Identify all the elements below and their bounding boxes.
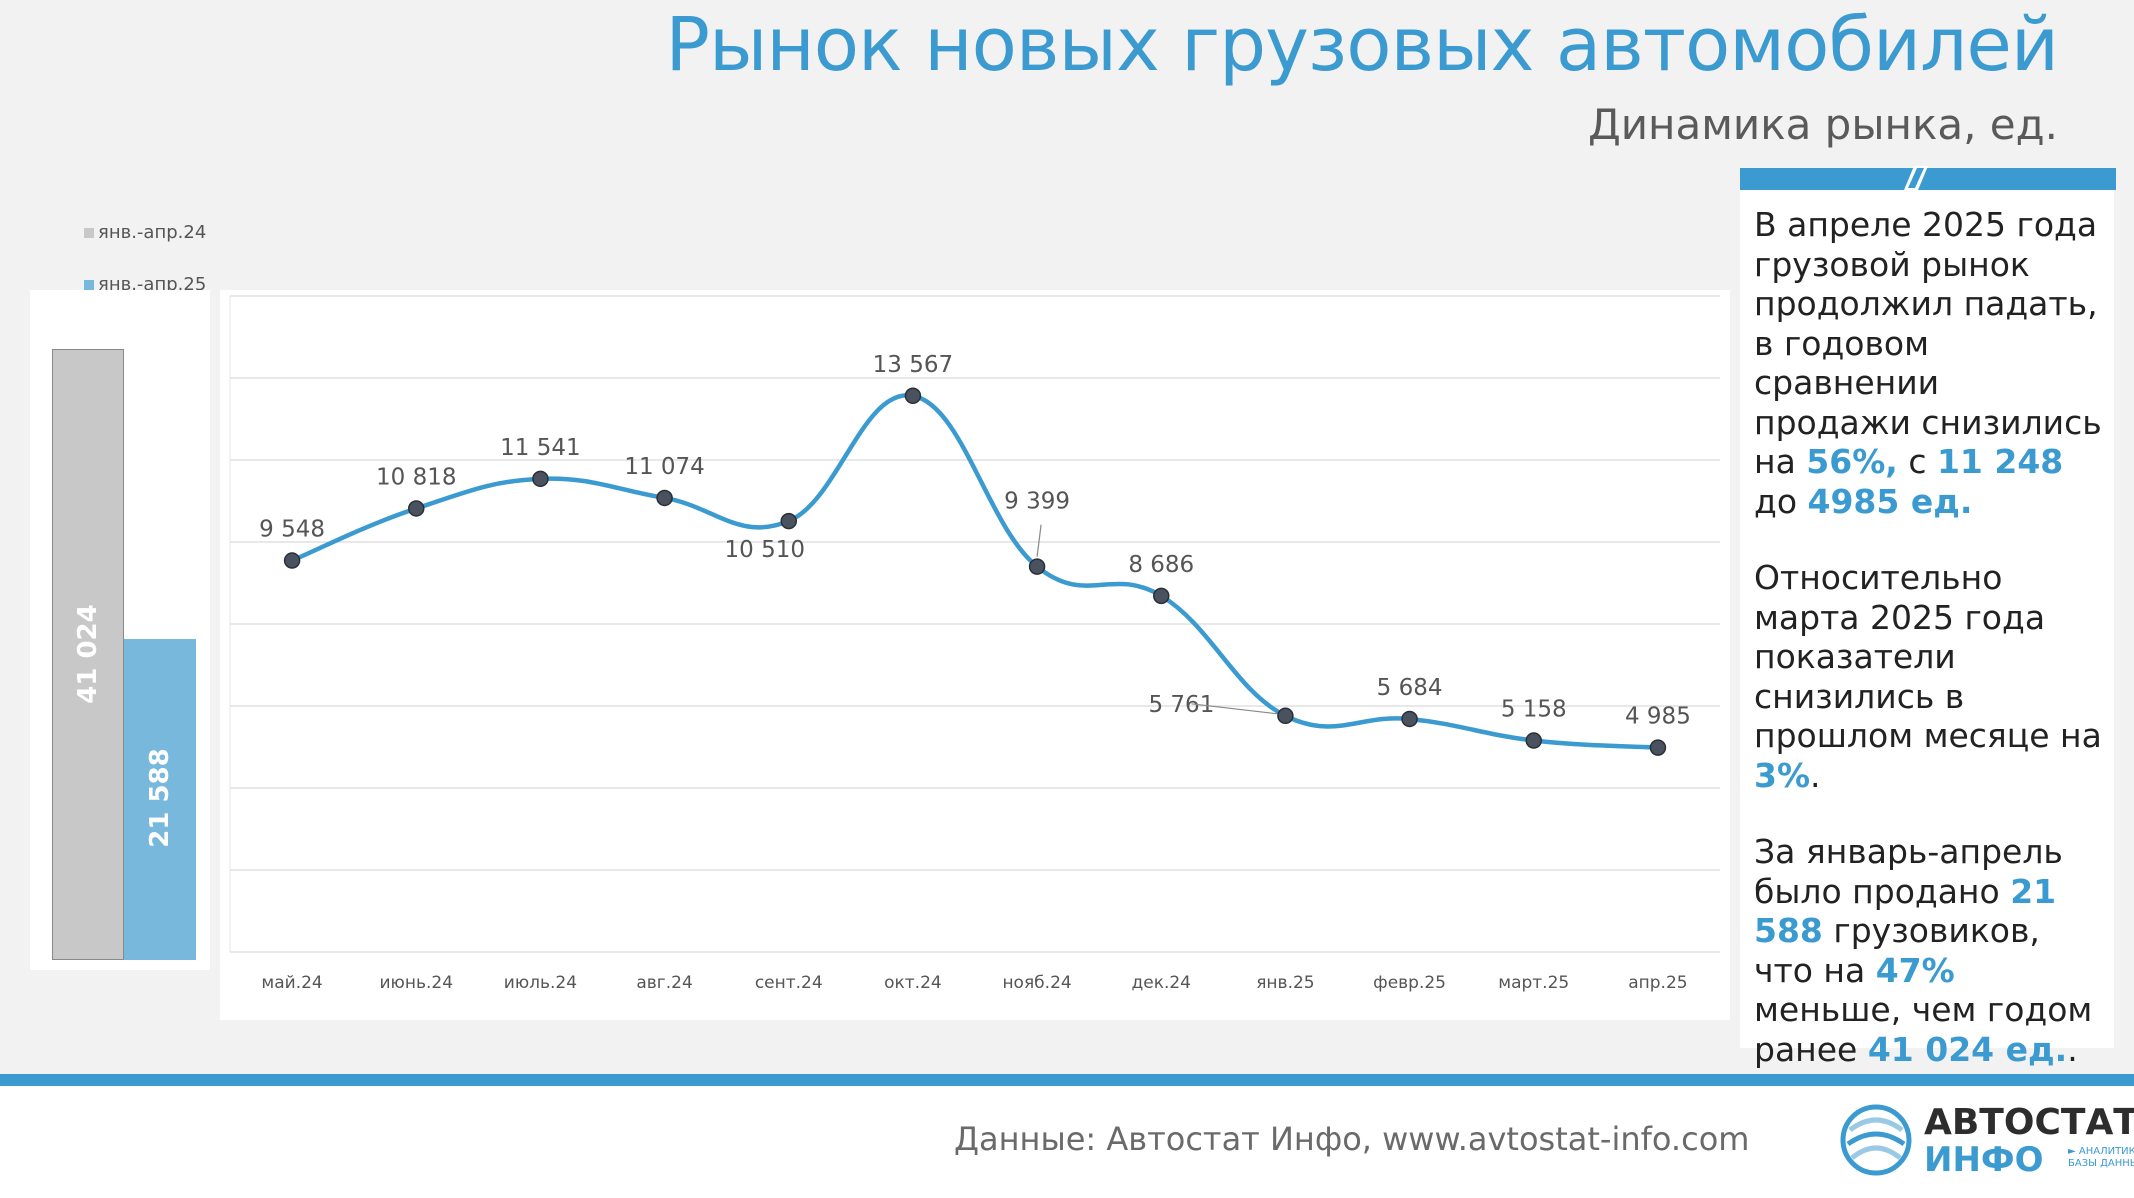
page-subtitle: Динамика рынка, ед. <box>1587 100 2058 149</box>
data-point <box>656 489 673 507</box>
data-label: 4 985 <box>1625 704 1691 730</box>
monthly-line-chart: май.24 июнь.24 июль.24 авг.24 сент.24 окт.24 н… <box>220 290 1730 1020</box>
summary-bar-label-2024: 41 024 <box>73 603 103 704</box>
x-tick-label: окт.24 <box>884 973 942 993</box>
commentary-paragraph-1: В апреле 2025 года грузовой рынок продол… <box>1754 205 2102 521</box>
legend-swatch-2024 <box>84 227 94 238</box>
x-tick-label: апр.25 <box>1628 973 1687 993</box>
data-point <box>1525 732 1542 749</box>
x-tick-label: янв.25 <box>1256 973 1314 993</box>
data-label: 13 567 <box>873 352 953 378</box>
legend-item-2025: янв.-апр.25 <box>84 274 206 295</box>
data-point <box>1277 707 1294 725</box>
logo-tagline-2: БАЗЫ ДАННЫХ <box>2068 1158 2134 1169</box>
logo-tagline-1: ► АНАЛИТИКА <box>2068 1146 2134 1157</box>
logo-globe-icon <box>1840 1104 1912 1176</box>
logo-word-bottom: ИНФО <box>1924 1140 2044 1180</box>
data-label: 9 399 <box>1004 489 1070 515</box>
commentary-panel <box>1740 168 2114 1048</box>
data-source: Данные: Автостат Инфо, www.avtostat-info… <box>954 1120 1750 1158</box>
commentary-panel-header <box>1740 168 2116 190</box>
data-label: 11 074 <box>624 454 704 480</box>
chart-plot-background <box>220 290 1730 1020</box>
panel-notch-icon <box>1904 166 1928 190</box>
avtostat-logo: АВТОСТАТ ИНФО ► АНАЛИТИКА БАЗЫ ДАННЫХ <box>1836 1100 2134 1180</box>
legend-label-2025: янв.-апр.25 <box>98 274 207 295</box>
data-label: 5 684 <box>1377 675 1443 701</box>
x-tick-label: май.24 <box>261 973 322 993</box>
data-label: 11 541 <box>500 435 580 461</box>
data-label: 10 510 <box>725 537 805 563</box>
data-point <box>532 470 549 488</box>
x-tick-label: март.25 <box>1498 973 1569 993</box>
data-label: 5 158 <box>1501 697 1567 723</box>
data-point <box>904 387 922 405</box>
summary-bar-2025 <box>124 638 196 960</box>
logo-word-top: АВТОСТАТ <box>1924 1102 2134 1143</box>
data-label: 9 548 <box>259 517 325 543</box>
data-point <box>1028 558 1046 575</box>
page-title: Рынок новых грузовых автомобилей <box>665 2 2059 88</box>
x-tick-label: февр.25 <box>1373 973 1446 993</box>
commentary-paragraph-2: Относительно марта 2025 года показатели … <box>1754 558 2102 795</box>
label-leader-line <box>1036 524 1042 557</box>
data-point <box>1401 710 1418 728</box>
data-point <box>1153 587 1170 605</box>
data-point <box>408 500 425 517</box>
commentary-paragraph-3: За январь-апрель было продано 21 588 гру… <box>1754 832 2093 1069</box>
x-tick-label: июнь.24 <box>379 973 453 993</box>
x-tick-label: июль.24 <box>504 973 577 993</box>
footer-stripe <box>0 1074 2134 1086</box>
summary-bar-2024 <box>52 349 124 960</box>
legend-item-2024: янв.-апр.24 <box>84 222 206 243</box>
data-point <box>1649 739 1667 756</box>
data-point <box>780 512 797 530</box>
data-point <box>283 552 301 569</box>
footer <box>0 1086 2134 1198</box>
legend-label-2024: янв.-апр.24 <box>98 222 207 243</box>
commentary-text: В апреле 2025 года грузовой рынок продол… <box>1754 205 2104 1106</box>
summary-bar-chart: 41 024 21 588 <box>30 290 210 970</box>
x-tick-label: дек.24 <box>1131 973 1191 993</box>
legend-swatch-2025 <box>84 279 94 290</box>
x-tick-label: сент.24 <box>755 973 823 993</box>
x-tick-label: авг.24 <box>636 973 692 993</box>
label-leader-line <box>1191 703 1278 715</box>
data-label: 10 818 <box>376 464 456 490</box>
data-label: 8 686 <box>1128 552 1194 578</box>
summary-bar-label-2025: 21 588 <box>145 748 175 849</box>
x-tick-label: нояб.24 <box>1002 973 1071 993</box>
